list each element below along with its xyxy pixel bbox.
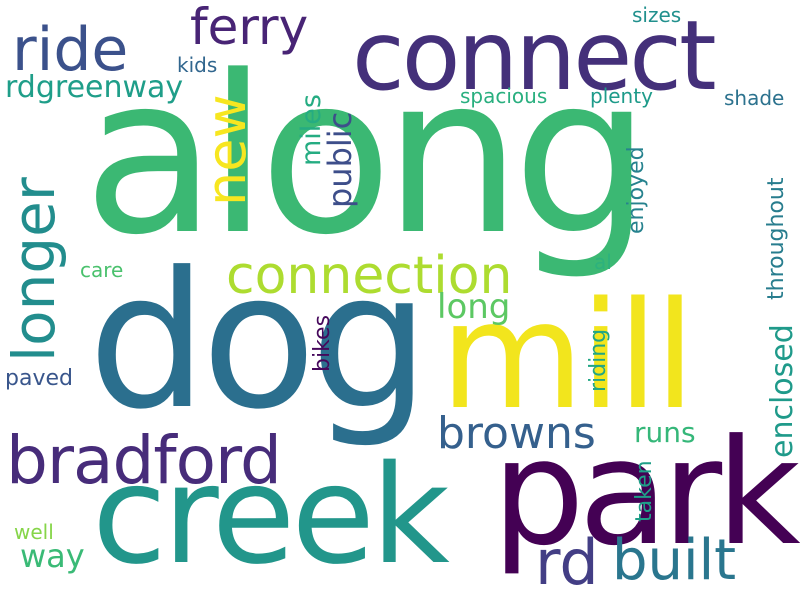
word-rd: rd xyxy=(535,526,599,599)
word-longer: longer xyxy=(0,177,68,362)
word-new: new xyxy=(195,94,258,206)
word-plenty: plenty xyxy=(590,84,653,108)
word-way: way xyxy=(20,537,85,575)
word-paved: paved xyxy=(5,366,73,391)
word-runs: runs xyxy=(634,416,696,449)
word-browns: browns xyxy=(437,408,596,459)
word-park: park xyxy=(492,408,800,578)
word-connect: connect xyxy=(352,0,717,112)
word-bradford: bradford xyxy=(6,422,282,499)
word-dog: dog xyxy=(88,232,430,451)
word-enjoyed: enjoyed xyxy=(624,146,649,234)
word-enclosed: enclosed xyxy=(765,324,800,458)
word-al: al xyxy=(594,250,612,274)
word-along: along xyxy=(83,30,651,283)
word-rdgreenway: rdgreenway xyxy=(5,70,184,105)
word-shade: shade xyxy=(724,86,785,110)
word-connection: connection xyxy=(226,246,513,306)
word-creek: creek xyxy=(92,437,450,595)
word-throughout: throughout xyxy=(764,177,789,300)
word-long: long xyxy=(437,287,511,327)
word-well: well xyxy=(14,520,54,544)
word-ferry: ferry xyxy=(190,0,309,56)
word-public: public xyxy=(321,111,359,208)
word-care: care xyxy=(80,258,124,282)
word-spacious: spacious xyxy=(460,84,548,108)
word-sizes: sizes xyxy=(632,3,682,27)
word-riding: riding xyxy=(586,328,611,392)
word-ride: ride xyxy=(12,15,129,85)
word-built: built xyxy=(612,528,737,593)
word-kids: kids xyxy=(177,53,218,77)
word-mill: mill xyxy=(440,270,696,442)
word-bikes: bikes xyxy=(310,314,335,372)
word-taken: taken xyxy=(632,460,657,522)
